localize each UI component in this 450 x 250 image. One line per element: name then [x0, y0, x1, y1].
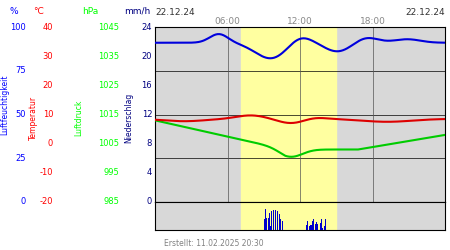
Bar — [312, 221, 313, 230]
Bar — [309, 226, 310, 230]
Bar — [241, 27, 336, 202]
Bar — [311, 225, 312, 230]
Bar — [320, 223, 321, 230]
Text: 1045: 1045 — [98, 22, 119, 32]
Bar — [307, 221, 308, 230]
Text: %: % — [9, 7, 18, 16]
Text: Erstellt: 11.02.2025 20:30: Erstellt: 11.02.2025 20:30 — [164, 238, 264, 248]
Text: 25: 25 — [16, 154, 26, 163]
Bar — [316, 222, 317, 230]
Text: °C: °C — [33, 7, 44, 16]
Bar — [271, 211, 272, 230]
Text: 20: 20 — [43, 81, 53, 90]
Text: 22.12.24: 22.12.24 — [405, 8, 445, 16]
Text: Luftdruck: Luftdruck — [74, 99, 83, 136]
Text: 20: 20 — [142, 52, 152, 61]
Bar — [324, 226, 325, 230]
Bar — [269, 213, 270, 230]
Text: 0: 0 — [147, 198, 152, 206]
Text: -20: -20 — [40, 198, 53, 206]
Text: Temperatur: Temperatur — [29, 96, 38, 140]
Bar — [306, 225, 307, 230]
Text: 12: 12 — [142, 110, 152, 119]
Bar — [241, 202, 336, 230]
Bar — [317, 224, 318, 230]
Text: 50: 50 — [16, 110, 26, 119]
Text: Niederschlag: Niederschlag — [124, 92, 133, 142]
Bar — [279, 214, 280, 230]
Text: 1025: 1025 — [98, 81, 119, 90]
Text: -10: -10 — [40, 168, 53, 177]
Text: 995: 995 — [104, 168, 119, 177]
Bar — [322, 228, 323, 230]
Text: 30: 30 — [42, 52, 53, 61]
Text: 1015: 1015 — [98, 110, 119, 119]
Text: 100: 100 — [10, 22, 26, 32]
Bar — [268, 218, 269, 230]
Bar — [273, 210, 274, 230]
Text: 4: 4 — [147, 168, 152, 177]
Text: 75: 75 — [15, 66, 26, 75]
Text: mm/h: mm/h — [124, 7, 150, 16]
Bar — [315, 224, 316, 230]
Bar — [264, 220, 265, 230]
Text: 985: 985 — [104, 198, 119, 206]
Text: 0: 0 — [21, 198, 26, 206]
Text: 24: 24 — [142, 22, 152, 32]
Bar — [321, 219, 322, 230]
Bar — [270, 226, 271, 230]
Bar — [313, 219, 314, 230]
Bar — [325, 219, 326, 230]
Text: 10: 10 — [43, 110, 53, 119]
Bar — [277, 211, 278, 230]
Bar — [310, 225, 311, 230]
Text: Luftfeuchtigkeit: Luftfeuchtigkeit — [0, 75, 9, 135]
Text: 22.12.24: 22.12.24 — [155, 8, 194, 16]
Bar — [282, 221, 283, 230]
Bar — [275, 210, 276, 230]
Bar — [266, 218, 267, 230]
Bar — [280, 219, 281, 230]
Text: 8: 8 — [147, 139, 152, 148]
Text: 1035: 1035 — [98, 52, 119, 61]
Text: hPa: hPa — [82, 7, 98, 16]
Text: 16: 16 — [141, 81, 152, 90]
Text: 0: 0 — [48, 139, 53, 148]
Text: 40: 40 — [43, 22, 53, 32]
Text: 1005: 1005 — [98, 139, 119, 148]
